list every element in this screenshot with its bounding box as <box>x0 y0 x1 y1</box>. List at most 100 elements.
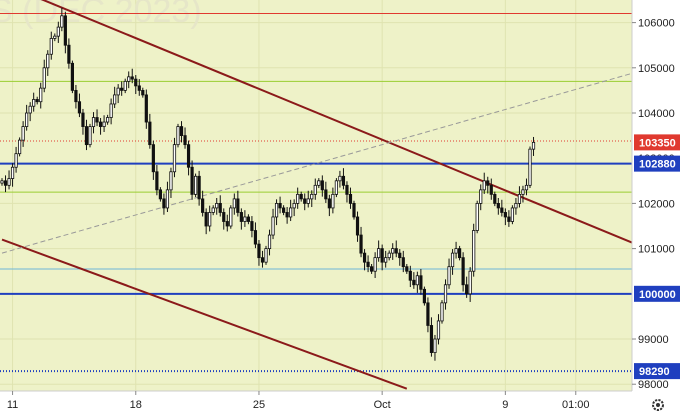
candle-body <box>123 80 127 91</box>
candle-body <box>341 175 346 186</box>
candle-body <box>296 193 300 204</box>
candle-body <box>271 216 275 236</box>
candle-body <box>292 203 296 209</box>
candle-body <box>56 26 60 37</box>
trendlines <box>1 0 636 390</box>
candle-body <box>391 248 395 254</box>
price-badge-label: 98290 <box>639 366 670 378</box>
candle-body <box>158 189 162 200</box>
candle-body <box>468 270 472 295</box>
candle-body <box>151 144 155 173</box>
candle-body <box>7 178 11 186</box>
price-badge-label: 102880 <box>639 159 676 171</box>
candle-body <box>528 148 532 186</box>
candle-body <box>141 90 145 96</box>
candle-body <box>496 203 500 209</box>
candle-body <box>74 90 78 103</box>
candle-body <box>14 153 18 168</box>
candle-body <box>334 180 339 195</box>
candle-body <box>17 139 22 155</box>
candle-body <box>472 230 476 272</box>
candle-body <box>289 207 293 218</box>
candle-body <box>433 338 437 353</box>
candle-body <box>384 257 388 263</box>
candle-body <box>260 257 265 263</box>
candle-body <box>197 175 201 200</box>
candle-body <box>274 203 279 218</box>
candle-body <box>98 121 103 127</box>
candle-body <box>148 121 152 146</box>
candle-body <box>450 252 455 268</box>
candle-body <box>387 252 391 259</box>
time-tick-label: 18 <box>130 399 142 411</box>
candle-body <box>303 198 307 204</box>
candle-body <box>398 252 402 259</box>
candle-body <box>176 126 180 146</box>
time-tick-label: 11 <box>7 399 18 411</box>
price-tick-label: 99000 <box>638 334 669 346</box>
candle-body <box>443 284 448 304</box>
price-tick-label: 105000 <box>638 63 675 75</box>
candle-body <box>155 171 159 191</box>
candle-body <box>3 180 8 186</box>
candle-body <box>426 302 430 326</box>
candle-body <box>257 243 261 259</box>
candle-body <box>412 279 416 286</box>
candle-body <box>42 67 46 89</box>
price-badge <box>634 134 680 151</box>
candle-body <box>510 207 515 222</box>
candle-body <box>507 216 511 222</box>
candle-body <box>355 216 360 236</box>
candle-body <box>327 198 331 209</box>
candle-body <box>338 175 342 182</box>
candle-body <box>60 15 64 28</box>
time-axis-panel[interactable] <box>0 391 680 419</box>
candle-body <box>225 221 229 227</box>
candle-body <box>201 198 205 213</box>
candle-body <box>28 105 32 114</box>
candle-body <box>169 171 173 191</box>
candle-body <box>345 184 349 195</box>
candle-body <box>489 184 493 195</box>
trendline <box>1 238 408 390</box>
watermark: S (DEC 2023) <box>0 0 202 30</box>
candle-body <box>415 275 419 286</box>
candle-body <box>102 121 106 127</box>
candle-body <box>408 270 412 281</box>
candle-body <box>317 180 321 186</box>
gear-icon-center <box>656 403 660 407</box>
candle-body <box>250 221 254 231</box>
candle-body <box>331 193 335 209</box>
candle-body <box>109 103 113 118</box>
candle-body <box>186 144 191 168</box>
candle-body <box>53 35 57 39</box>
candle-body <box>299 193 303 200</box>
candle-body <box>348 193 353 204</box>
candle-body <box>32 99 36 107</box>
candle-body <box>362 252 367 263</box>
candle-body <box>95 117 99 123</box>
candle-body <box>359 234 363 254</box>
candle-body <box>531 141 536 150</box>
candle-body <box>514 203 518 209</box>
candle-body <box>190 166 194 195</box>
candle-body <box>162 198 166 209</box>
time-tick-label: 25 <box>253 399 265 411</box>
price-tick-label: 98000 <box>638 379 669 391</box>
price-axis-panel[interactable] <box>632 0 680 391</box>
candle-body <box>366 261 370 268</box>
candle-body <box>457 248 462 259</box>
candle-body <box>193 175 198 195</box>
candle-body <box>369 266 374 272</box>
candle-body <box>380 248 384 263</box>
candle-body <box>183 135 187 146</box>
candle-body <box>352 203 356 218</box>
price-badge <box>634 363 680 380</box>
candle-body <box>208 212 212 227</box>
candle-body <box>81 112 85 127</box>
candle-body <box>503 212 507 218</box>
settings-button[interactable] <box>652 399 664 411</box>
gear-icon <box>652 399 664 411</box>
candle-body <box>106 117 110 123</box>
